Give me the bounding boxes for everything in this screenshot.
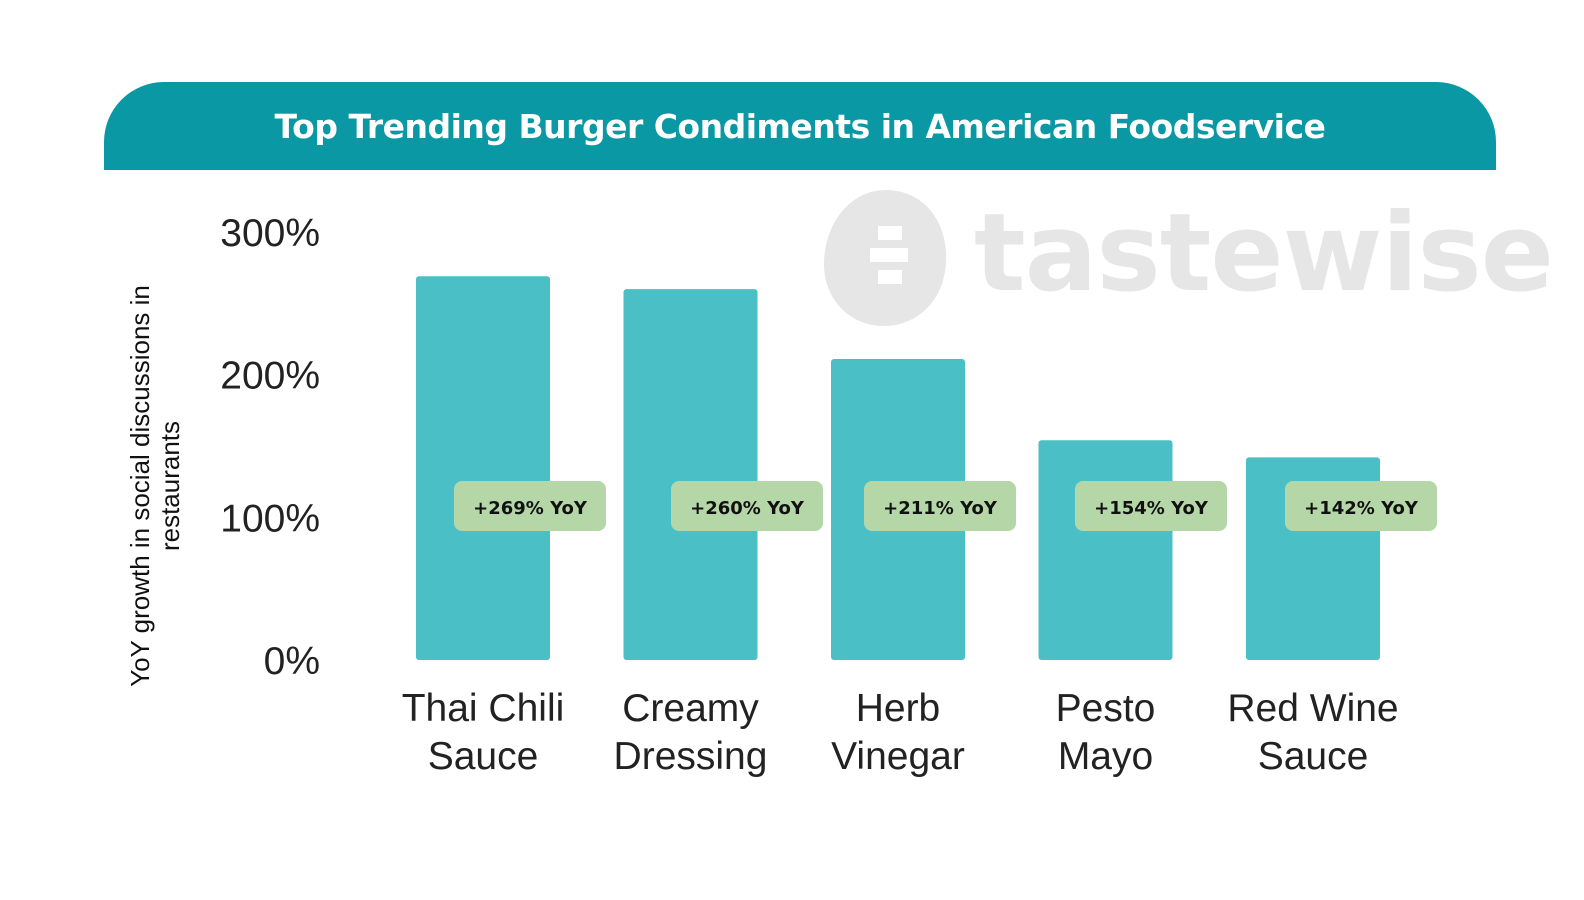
x-tick-label: Creamy: [622, 687, 759, 730]
tastewise-watermark: tastewise: [824, 188, 1554, 328]
x-tick-label: Pesto: [1056, 687, 1156, 730]
data-label: +260% YoY: [690, 498, 805, 519]
data-label-badge: [864, 481, 1016, 531]
watermark-brand-text: tastewise: [974, 191, 1554, 316]
data-label: +269% YoY: [473, 498, 588, 519]
x-tick-label: Herb: [856, 687, 941, 730]
data-label-badge: [1075, 481, 1227, 531]
bar: [623, 289, 758, 660]
data-label-badge: [454, 481, 606, 531]
y-tick-label: 100%: [220, 497, 320, 540]
data-label: +142% YoY: [1304, 498, 1419, 519]
y-tick-label: 300%: [220, 212, 320, 255]
x-tick-label: Red Wine: [1227, 687, 1398, 730]
tastewise-logo-icon: [824, 190, 947, 326]
x-tick-label: Mayo: [1058, 735, 1153, 778]
y-tick-label: 0%: [264, 640, 320, 683]
data-label-badge: [1285, 481, 1437, 531]
bar: [416, 276, 550, 660]
bar: [1038, 440, 1173, 660]
data-label-badge: [671, 481, 823, 531]
x-tick-label: Sauce: [428, 735, 539, 778]
x-tick-label: Dressing: [614, 735, 768, 778]
chart-title: Top Trending Burger Condiments in Americ…: [274, 106, 1326, 146]
y-tick-label: 200%: [220, 355, 320, 398]
data-label: +211% YoY: [883, 498, 998, 519]
x-tick-label: Sauce: [1258, 735, 1369, 778]
x-tick-label: Vinegar: [831, 735, 965, 778]
x-tick-label: Thai Chili: [402, 687, 565, 730]
data-label: +154% YoY: [1094, 498, 1209, 519]
chart-header: Top Trending Burger Condiments in Americ…: [104, 82, 1496, 170]
